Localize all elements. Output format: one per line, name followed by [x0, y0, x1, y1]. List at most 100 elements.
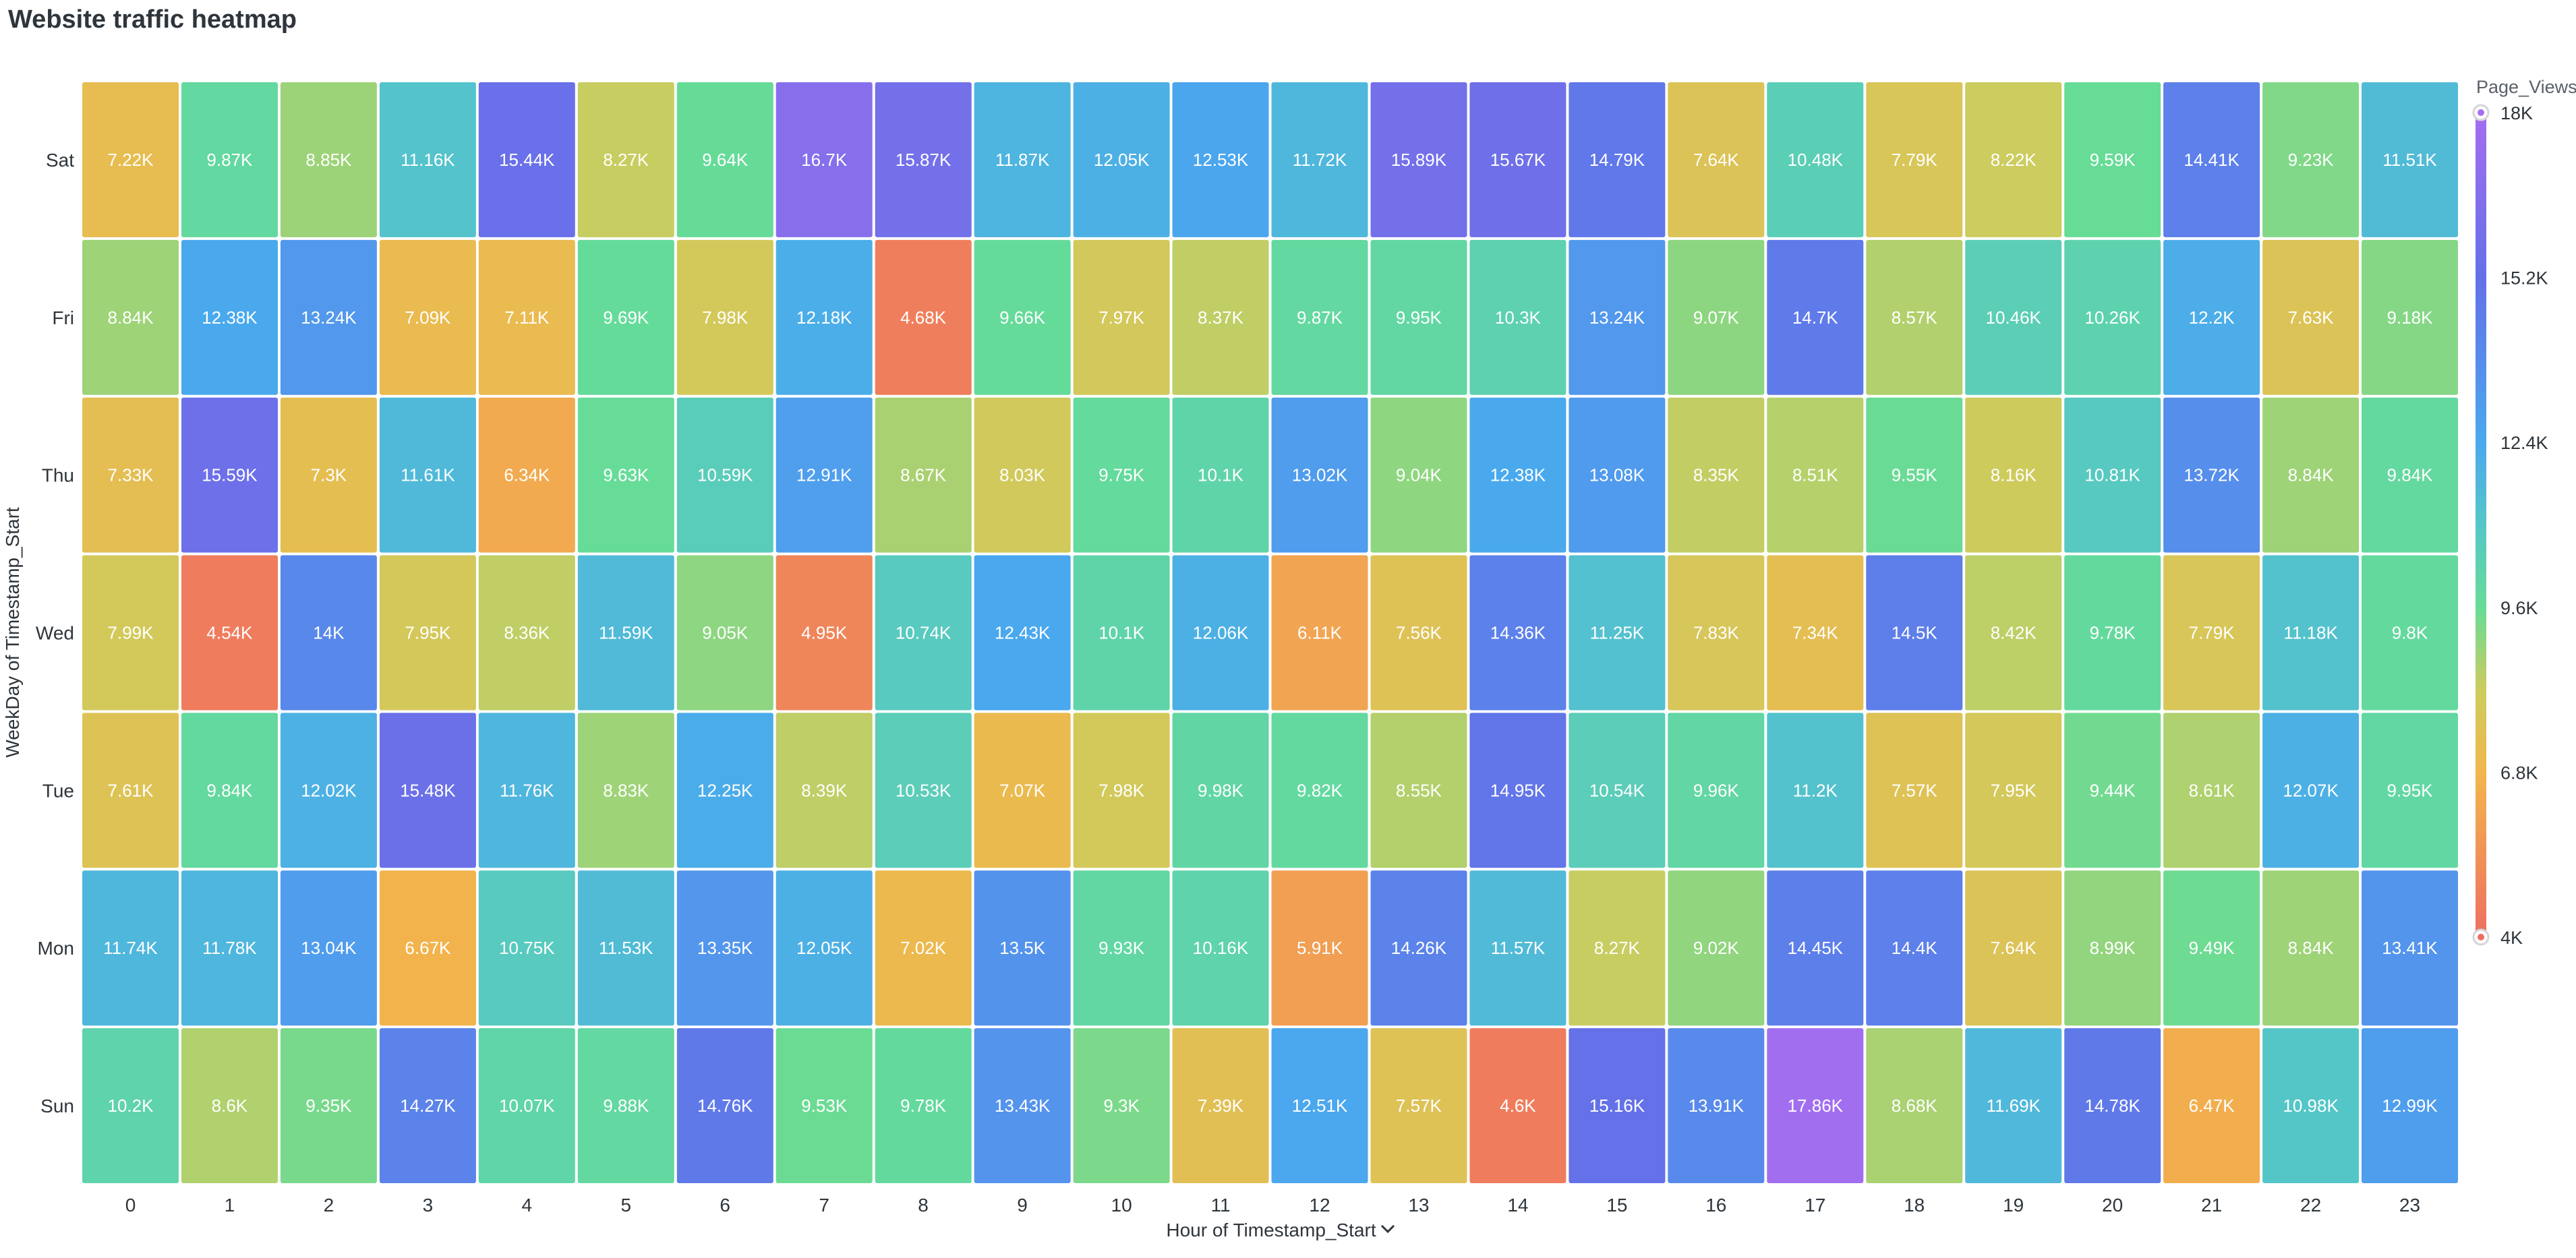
- heatmap-cell[interactable]: 14.36K: [1469, 555, 1567, 711]
- heatmap-cell-rect[interactable]: [1866, 82, 1963, 237]
- heatmap-cell[interactable]: 9.18K: [2362, 239, 2458, 395]
- heatmap-cell-rect[interactable]: [1569, 82, 1666, 237]
- heatmap-cell[interactable]: 9.64K: [676, 82, 773, 237]
- heatmap-cell-rect[interactable]: [2064, 555, 2161, 711]
- heatmap-cell[interactable]: 11.76K: [478, 713, 575, 868]
- heatmap-cell[interactable]: 8.61K: [2163, 713, 2260, 868]
- heatmap-cell[interactable]: 10.26K: [2064, 239, 2161, 395]
- heatmap-cell[interactable]: 4.95K: [775, 555, 873, 711]
- heatmap-cell-rect[interactable]: [2362, 870, 2458, 1026]
- heatmap-cell-rect[interactable]: [181, 82, 278, 237]
- heatmap-cell-rect[interactable]: [478, 870, 575, 1026]
- heatmap-cell[interactable]: 7.57K: [1370, 1028, 1467, 1183]
- heatmap-cell-rect[interactable]: [676, 713, 773, 868]
- heatmap-cell[interactable]: 8.84K: [82, 239, 179, 395]
- heatmap-cell[interactable]: 14.27K: [379, 1028, 476, 1183]
- heatmap-cell[interactable]: 8.68K: [1866, 1028, 1963, 1183]
- heatmap-cell-rect[interactable]: [1073, 82, 1170, 237]
- heatmap-cell[interactable]: 12.99K: [2362, 1028, 2458, 1183]
- heatmap-cell[interactable]: 14.95K: [1469, 713, 1567, 868]
- heatmap-cell[interactable]: 11.72K: [1271, 82, 1368, 237]
- heatmap-cell-rect[interactable]: [280, 555, 377, 711]
- chevron-down-icon[interactable]: [1380, 1224, 1395, 1234]
- heatmap-cell[interactable]: 14.5K: [1866, 555, 1963, 711]
- heatmap-cell[interactable]: 7.98K: [1073, 713, 1170, 868]
- heatmap-cell-rect[interactable]: [1965, 239, 2062, 395]
- heatmap-cell-rect[interactable]: [775, 713, 873, 868]
- heatmap-cell[interactable]: 9.66K: [974, 239, 1071, 395]
- heatmap-cell-rect[interactable]: [2262, 870, 2360, 1026]
- heatmap-cell[interactable]: 8.57K: [1866, 239, 1963, 395]
- heatmap-cell[interactable]: 7.98K: [676, 239, 773, 395]
- heatmap-cell[interactable]: 9.02K: [1668, 870, 1765, 1026]
- heatmap-cell-rect[interactable]: [2262, 239, 2360, 395]
- heatmap-cell[interactable]: 14.78K: [2064, 1028, 2161, 1183]
- heatmap-cell[interactable]: 9.49K: [2163, 870, 2260, 1026]
- heatmap-cell[interactable]: 8.84K: [2262, 870, 2360, 1026]
- heatmap-cell[interactable]: 9.82K: [1271, 713, 1368, 868]
- heatmap-cell[interactable]: 11.51K: [2362, 82, 2458, 237]
- heatmap-cell-rect[interactable]: [875, 82, 972, 237]
- heatmap-cell-rect[interactable]: [775, 82, 873, 237]
- heatmap-cell[interactable]: 15.44K: [478, 82, 575, 237]
- heatmap-cell-rect[interactable]: [875, 397, 972, 553]
- heatmap-cell[interactable]: 16.7K: [775, 82, 873, 237]
- heatmap-cell-rect[interactable]: [2362, 713, 2458, 868]
- heatmap-cell-rect[interactable]: [1965, 555, 2062, 711]
- heatmap-cell[interactable]: 10.81K: [2064, 397, 2161, 553]
- heatmap-cell-rect[interactable]: [1866, 870, 1963, 1026]
- heatmap-cell-rect[interactable]: [1965, 870, 2062, 1026]
- heatmap-cell-rect[interactable]: [1271, 870, 1368, 1026]
- heatmap-cell-rect[interactable]: [1370, 1028, 1467, 1183]
- heatmap-cell-rect[interactable]: [1668, 555, 1765, 711]
- heatmap-cell[interactable]: 13.24K: [280, 239, 377, 395]
- heatmap-cell-rect[interactable]: [1767, 239, 1864, 395]
- heatmap-cell[interactable]: 12.38K: [181, 239, 278, 395]
- heatmap-cell[interactable]: 7.11K: [478, 239, 575, 395]
- heatmap-cell[interactable]: 12.02K: [280, 713, 377, 868]
- heatmap-cell-rect[interactable]: [1172, 82, 1269, 237]
- heatmap-cell-rect[interactable]: [2064, 713, 2161, 868]
- heatmap-cell[interactable]: 9.95K: [2362, 713, 2458, 868]
- heatmap-cell-rect[interactable]: [676, 82, 773, 237]
- heatmap-cell[interactable]: 10.46K: [1965, 239, 2062, 395]
- heatmap-cell-rect[interactable]: [775, 555, 873, 711]
- heatmap-cell[interactable]: 9.75K: [1073, 397, 1170, 553]
- heatmap-cell-rect[interactable]: [1073, 555, 1170, 711]
- heatmap-cell-rect[interactable]: [1172, 1028, 1269, 1183]
- heatmap-cell[interactable]: 5.91K: [1271, 870, 1368, 1026]
- heatmap-cell-rect[interactable]: [2163, 1028, 2260, 1183]
- heatmap-cell-rect[interactable]: [181, 397, 278, 553]
- heatmap-cell[interactable]: 10.53K: [875, 713, 972, 868]
- heatmap-cell[interactable]: 8.22K: [1965, 82, 2062, 237]
- heatmap-cell-rect[interactable]: [1767, 870, 1864, 1026]
- heatmap-cell-rect[interactable]: [676, 239, 773, 395]
- heatmap-cell[interactable]: 8.35K: [1668, 397, 1765, 553]
- heatmap-cell-rect[interactable]: [1569, 1028, 1666, 1183]
- heatmap-cell[interactable]: 7.99K: [82, 555, 179, 711]
- heatmap-cell-rect[interactable]: [478, 239, 575, 395]
- heatmap-cell-rect[interactable]: [379, 870, 476, 1026]
- heatmap-cell-rect[interactable]: [379, 239, 476, 395]
- heatmap-cell-rect[interactable]: [577, 239, 674, 395]
- heatmap-cell[interactable]: 7.95K: [1965, 713, 2062, 868]
- heatmap-cell-rect[interactable]: [1073, 713, 1170, 868]
- heatmap-cell-rect[interactable]: [1767, 555, 1864, 711]
- heatmap-cell-rect[interactable]: [478, 397, 575, 553]
- heatmap-cell[interactable]: 9.95K: [1370, 239, 1467, 395]
- heatmap-cell-rect[interactable]: [974, 82, 1071, 237]
- heatmap-cell-rect[interactable]: [1668, 397, 1765, 553]
- heatmap-cell[interactable]: 10.48K: [1767, 82, 1864, 237]
- heatmap-cell-rect[interactable]: [1370, 397, 1467, 553]
- heatmap-cell[interactable]: 11.2K: [1767, 713, 1864, 868]
- heatmap-cell[interactable]: 13.91K: [1668, 1028, 1765, 1183]
- heatmap-cell[interactable]: 9.05K: [676, 555, 773, 711]
- heatmap-cell-rect[interactable]: [1866, 1028, 1963, 1183]
- heatmap-cell-rect[interactable]: [775, 870, 873, 1026]
- heatmap-cell-rect[interactable]: [478, 1028, 575, 1183]
- heatmap-cell-rect[interactable]: [974, 870, 1071, 1026]
- heatmap-cell-rect[interactable]: [379, 555, 476, 711]
- heatmap-cell-rect[interactable]: [2064, 239, 2161, 395]
- heatmap-cell[interactable]: 12.05K: [1073, 82, 1170, 237]
- heatmap-cell-rect[interactable]: [280, 239, 377, 395]
